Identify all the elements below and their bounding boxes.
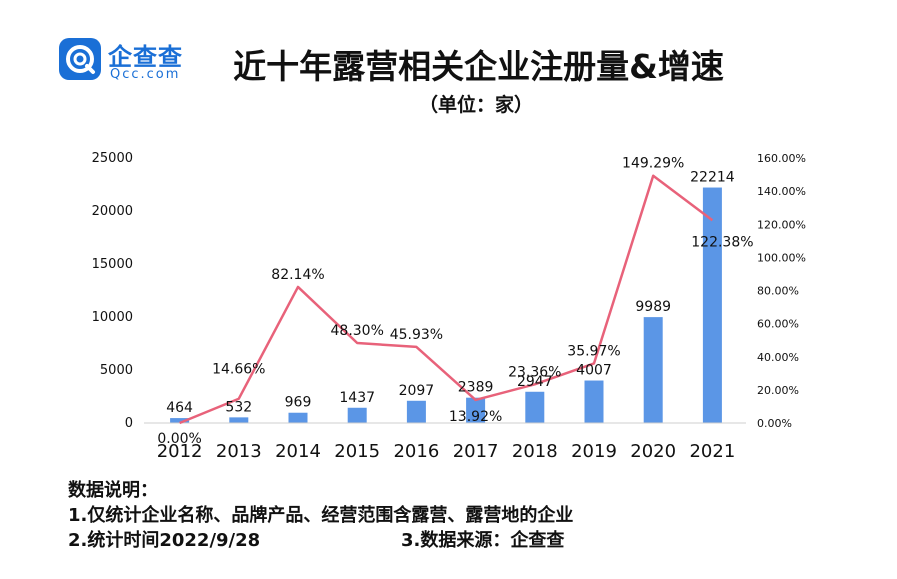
bar: [406, 400, 426, 423]
line-value-label: 35.97%: [567, 343, 620, 359]
line-value-label: 14.66%: [212, 362, 265, 378]
bar: [347, 407, 367, 423]
logo-domain: Qcc.com: [110, 67, 181, 82]
line-value-label: 23.36%: [508, 364, 561, 380]
bar-value-label: 532: [225, 399, 252, 415]
y-left-tick-label: 0: [125, 416, 133, 431]
bar-value-label: 9989: [635, 299, 671, 315]
line-value-label: 149.29%: [622, 156, 684, 172]
logo-text: 企查查: [108, 43, 183, 71]
bar-value-label: 969: [285, 395, 312, 411]
y-right-tick-label: 120.00%: [757, 218, 806, 231]
y-right-tick-label: 80.00%: [757, 285, 799, 298]
y-left-tick-label: 10000: [92, 310, 133, 325]
y-right-tick-label: 140.00%: [757, 185, 806, 198]
x-tick-label: 2013: [216, 441, 262, 462]
y-right-tick-label: 40.00%: [757, 351, 799, 364]
y-left-tick-label: 5000: [100, 363, 133, 378]
x-tick-label: 2012: [157, 441, 203, 462]
x-tick-label: 2019: [571, 441, 617, 462]
x-tick-label: 2021: [689, 441, 735, 462]
bar: [702, 187, 722, 423]
bar: [170, 418, 190, 423]
y-right-tick-label: 0.00%: [757, 417, 792, 430]
notes-heading: 数据说明：: [68, 480, 158, 501]
notes: 数据说明： 1.仅统计企业名称、品牌产品、经营范围含露营、露营地的企业 2.统计…: [68, 478, 573, 553]
y-right-tick-label: 160.00%: [757, 152, 806, 165]
bar: [584, 380, 604, 423]
notes-row: 2.统计时间2022/9/28 3.数据来源：企查查: [68, 528, 573, 553]
chart-subtitle: （单位：家）: [418, 94, 533, 116]
bar-value-label: 2097: [399, 383, 435, 399]
logo: 企查查 Qcc.com: [58, 37, 203, 85]
bar-value-label: 2389: [458, 380, 494, 396]
bar: [288, 412, 308, 423]
bar: [525, 391, 545, 423]
bar-value-label: 22214: [690, 170, 735, 186]
line-value-label: 45.93%: [390, 327, 443, 343]
x-tick-label: 2017: [453, 441, 499, 462]
notes-line-2: 2.统计时间2022/9/28: [68, 530, 261, 551]
line-value-label: 82.14%: [271, 267, 324, 283]
qcc-logo-icon: [59, 38, 101, 80]
chart-title: 近十年露营相关企业注册量&增速: [233, 47, 724, 86]
x-tick-label: 2020: [630, 441, 676, 462]
line-value-label: 122.38%: [691, 234, 753, 250]
x-tick-label: 2015: [334, 441, 380, 462]
bar-value-label: 1437: [339, 390, 375, 406]
x-tick-label: 2016: [393, 441, 439, 462]
bar: [229, 417, 249, 423]
growth-line: [179, 174, 714, 425]
notes-line-1: 1.仅统计企业名称、品牌产品、经营范围含露营、露营地的企业: [68, 505, 574, 526]
bar-value-label: 2947: [517, 374, 553, 390]
y-left-tick-label: 25000: [92, 151, 133, 166]
bar: [466, 397, 486, 423]
y-left-tick-label: 15000: [92, 257, 133, 272]
line-value-label: 0.00%: [157, 431, 201, 447]
line-value-label: 48.30%: [331, 323, 384, 339]
notes-line-3: 3.数据来源：企查查: [401, 530, 565, 551]
bar: [643, 317, 663, 423]
bar-value-label: 4007: [576, 363, 612, 379]
x-tick-label: 2018: [512, 441, 558, 462]
y-right-tick-label: 20.00%: [757, 384, 799, 397]
bar-value-label: 464: [166, 400, 193, 416]
y-right-tick-label: 60.00%: [757, 318, 799, 331]
line-value-label: 13.92%: [449, 409, 502, 425]
x-tick-label: 2014: [275, 441, 321, 462]
y-right-tick-label: 100.00%: [757, 251, 806, 264]
y-left-tick-label: 20000: [92, 204, 133, 219]
